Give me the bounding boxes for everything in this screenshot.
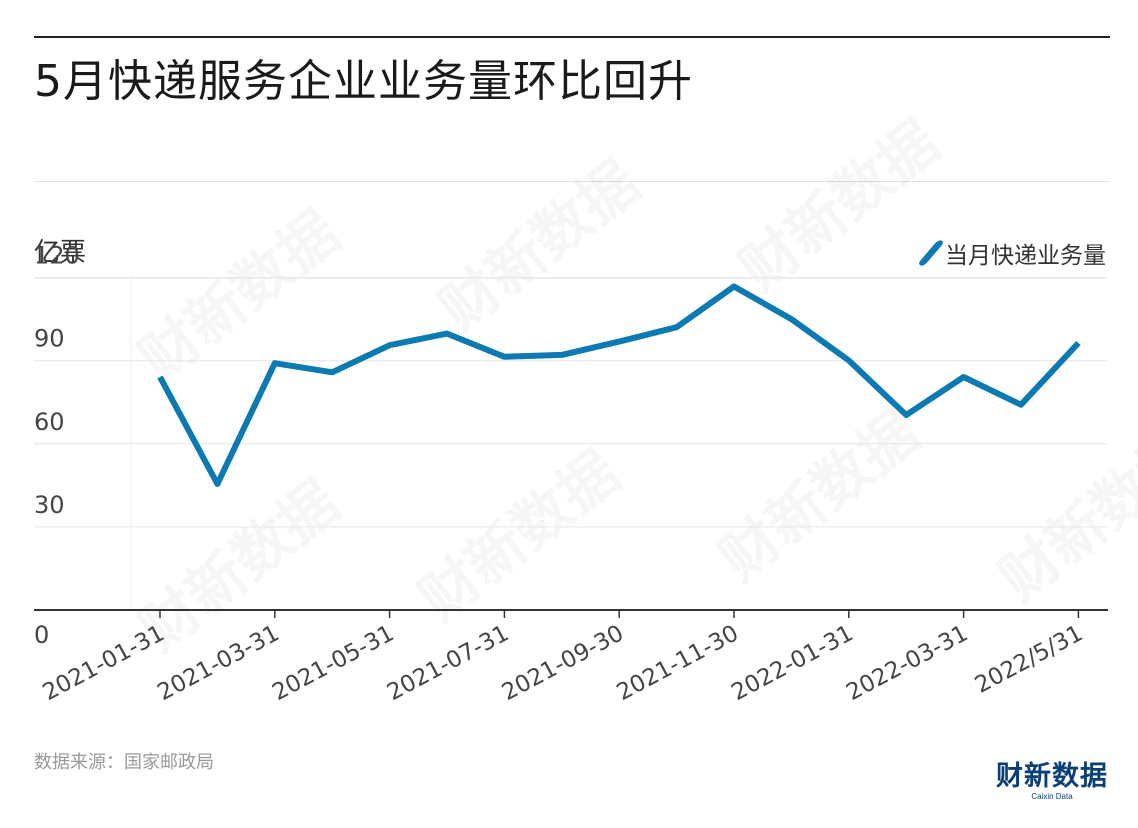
legend: 当月快递业务量 — [917, 236, 1106, 270]
legend-label: 当月快递业务量 — [945, 243, 1106, 269]
x-tick-label: 2021-05-31 — [268, 620, 398, 706]
data-source: 数据来源：国家邮政局 — [34, 752, 214, 773]
x-tick-label: 2022-01-31 — [727, 620, 857, 706]
y-tick-label: 90 — [34, 325, 65, 353]
logo-subtext: Caixin Data — [1031, 792, 1073, 801]
y-tick-label: 0 — [34, 621, 49, 649]
top-rule — [34, 36, 1110, 38]
chart-title: 5月快递服务企业业务量环比回升 — [34, 56, 693, 107]
x-tick-label: 2021-09-30 — [498, 620, 628, 706]
caixin-data-logo: 财新数据 Caixin Data — [996, 761, 1108, 802]
logo-text: 财新数据 — [996, 761, 1108, 792]
y-axis-unit: 亿票 — [34, 238, 87, 268]
y-tick-label: 30 — [34, 491, 65, 519]
x-tick-label: 2022-03-31 — [842, 620, 972, 706]
x-tick-label: 2022/5/31 — [971, 620, 1087, 698]
x-tick-label: 2021-01-31 — [39, 620, 169, 706]
x-tick-label: 2021-03-31 — [153, 620, 283, 706]
y-tick-label: 60 — [34, 408, 65, 436]
y-tick-label: 120 — [34, 242, 80, 270]
x-tick-label: 2021-11-30 — [613, 620, 743, 706]
x-tick-label: 2021-07-31 — [383, 620, 513, 706]
title-divider — [34, 181, 1110, 182]
series-line — [157, 283, 1081, 487]
